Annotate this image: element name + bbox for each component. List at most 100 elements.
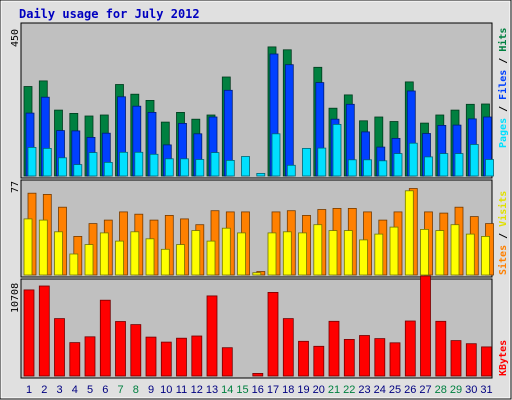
panel-hits-files-pages: 450 Pages / Files / Hits [10, 22, 509, 179]
bar-pages-day-4 [73, 164, 83, 177]
bar-visits-day-18 [282, 231, 292, 276]
bar-pages-day-22 [347, 159, 357, 177]
bar-pages-day-11 [180, 158, 189, 177]
bar-pages-day-26 [408, 142, 418, 177]
x-tick-label-day-6: 6 [102, 384, 108, 396]
panel-side-label: Pages / Files / Hits [497, 28, 509, 148]
panel-side-label: KBytes [498, 340, 509, 376]
bar-visits-day-27 [420, 228, 429, 276]
panel-max-label: 450 [10, 29, 21, 47]
bar-kbytes-day-1 [23, 289, 35, 377]
bar-kbytes-day-25 [389, 342, 401, 377]
bar-pages-day-14 [225, 159, 235, 177]
bar-visits-day-24 [374, 233, 384, 276]
bar-kbytes-day-17 [267, 291, 279, 377]
bar-visits-day-15 [237, 232, 246, 276]
x-tick-label-day-7: 7 [117, 384, 123, 396]
bar-pages-day-29 [454, 153, 464, 177]
bar-visits-day-16 [252, 272, 262, 276]
bar-visits-day-12 [191, 230, 201, 276]
x-tick-label-day-22: 22 [343, 384, 355, 396]
bar-kbytes-day-14 [221, 347, 233, 377]
bar-visits-day-10 [160, 248, 170, 276]
bar-visits-day-21 [328, 230, 338, 276]
bar-pages-day-5 [88, 152, 98, 177]
bar-kbytes-day-30 [465, 343, 477, 377]
bar-kbytes-day-6 [99, 299, 111, 377]
x-tick-label-day-4: 4 [72, 384, 78, 396]
bar-pages-day-7 [119, 151, 128, 177]
bar-visits-day-30 [465, 233, 475, 276]
bar-visits-day-1 [23, 218, 33, 276]
bar-visits-day-22 [343, 230, 353, 276]
bar-kbytes-day-2 [38, 285, 50, 377]
bar-visits-day-11 [176, 244, 185, 276]
bar-pages-day-31 [485, 159, 494, 177]
x-tick-label-day-25: 25 [389, 384, 401, 396]
bar-kbytes-day-13 [206, 295, 218, 377]
x-tick-label-day-2: 2 [41, 384, 47, 396]
bar-pages-day-27 [424, 156, 433, 177]
x-tick-label-day-23: 23 [358, 384, 370, 396]
bar-visits-day-8 [130, 231, 140, 276]
x-axis-day-labels: 1 2 3 4 5 6 7 8 9 10 11 12 13 14 15 16 17 18 19 20 21 22 23 24 2… [26, 384, 493, 396]
bar-pages-day-6 [103, 161, 113, 177]
bar-kbytes-day-11 [176, 337, 187, 377]
bar-kbytes-day-4 [69, 342, 81, 377]
panel-side-label: Sites / Visits [497, 191, 509, 275]
bar-kbytes-day-22 [343, 338, 355, 377]
bar-pages-day-21 [332, 124, 342, 177]
x-tick-label-day-31: 31 [480, 384, 492, 396]
bar-visits-day-17 [267, 232, 277, 276]
bar-pages-day-8 [134, 151, 144, 177]
bar-kbytes-day-31 [481, 346, 492, 377]
x-tick-label-day-24: 24 [374, 384, 386, 396]
x-tick-label-day-1: 1 [26, 384, 32, 396]
bar-kbytes-day-18 [282, 318, 294, 377]
bar-visits-day-25 [389, 226, 399, 276]
bar-kbytes-day-12 [191, 335, 203, 377]
bar-visits-day-3 [54, 231, 63, 276]
bar-visits-day-5 [84, 244, 94, 276]
bar-pages-day-12 [195, 159, 205, 177]
x-tick-label-day-17: 17 [267, 384, 279, 396]
x-tick-label-day-27: 27 [419, 384, 431, 396]
bar-pages-day-28 [439, 153, 449, 177]
bar-visits-day-4 [69, 253, 79, 276]
bar-kbytes-day-28 [435, 320, 447, 377]
x-tick-label-day-21: 21 [328, 384, 340, 396]
bar-visits-day-2 [38, 219, 48, 276]
x-tick-label-day-15: 15 [236, 384, 248, 396]
bar-pages-day-9 [149, 153, 159, 177]
bar-visits-day-13 [206, 240, 216, 276]
bar-pages-day-15 [241, 156, 250, 177]
bar-kbytes-day-24 [374, 338, 386, 377]
bar-kbytes-day-23 [359, 335, 370, 377]
x-tick-label-day-3: 3 [56, 384, 62, 396]
x-tick-label-day-5: 5 [87, 384, 93, 396]
bar-kbytes-day-19 [298, 340, 309, 377]
bar-pages-day-1 [27, 146, 37, 177]
bar-files-day-18 [284, 64, 294, 177]
chart-title: Daily usage for July 2012 [19, 7, 200, 21]
x-tick-label-day-16: 16 [252, 384, 264, 396]
x-tick-label-day-12: 12 [191, 384, 203, 396]
bar-visits-day-28 [435, 230, 445, 276]
bar-pages-day-20 [317, 147, 327, 177]
bar-pages-day-13 [210, 152, 220, 177]
x-tick-label-day-20: 20 [313, 384, 325, 396]
x-tick-label-day-26: 26 [404, 384, 416, 396]
x-tick-label-day-29: 29 [450, 384, 462, 396]
bar-pages-day-2 [42, 147, 52, 177]
bar-pages-day-25 [393, 153, 403, 177]
bar-pages-day-18 [286, 164, 296, 177]
bar-visits-day-9 [145, 238, 155, 276]
bar-visits-day-19 [298, 232, 307, 276]
x-tick-label-day-14: 14 [221, 384, 233, 396]
bar-visits-day-23 [359, 239, 368, 276]
x-tick-label-day-19: 19 [297, 384, 309, 396]
bar-pages-day-19 [302, 147, 311, 177]
bar-kbytes-day-20 [313, 345, 325, 377]
bar-pages-day-24 [378, 160, 388, 177]
